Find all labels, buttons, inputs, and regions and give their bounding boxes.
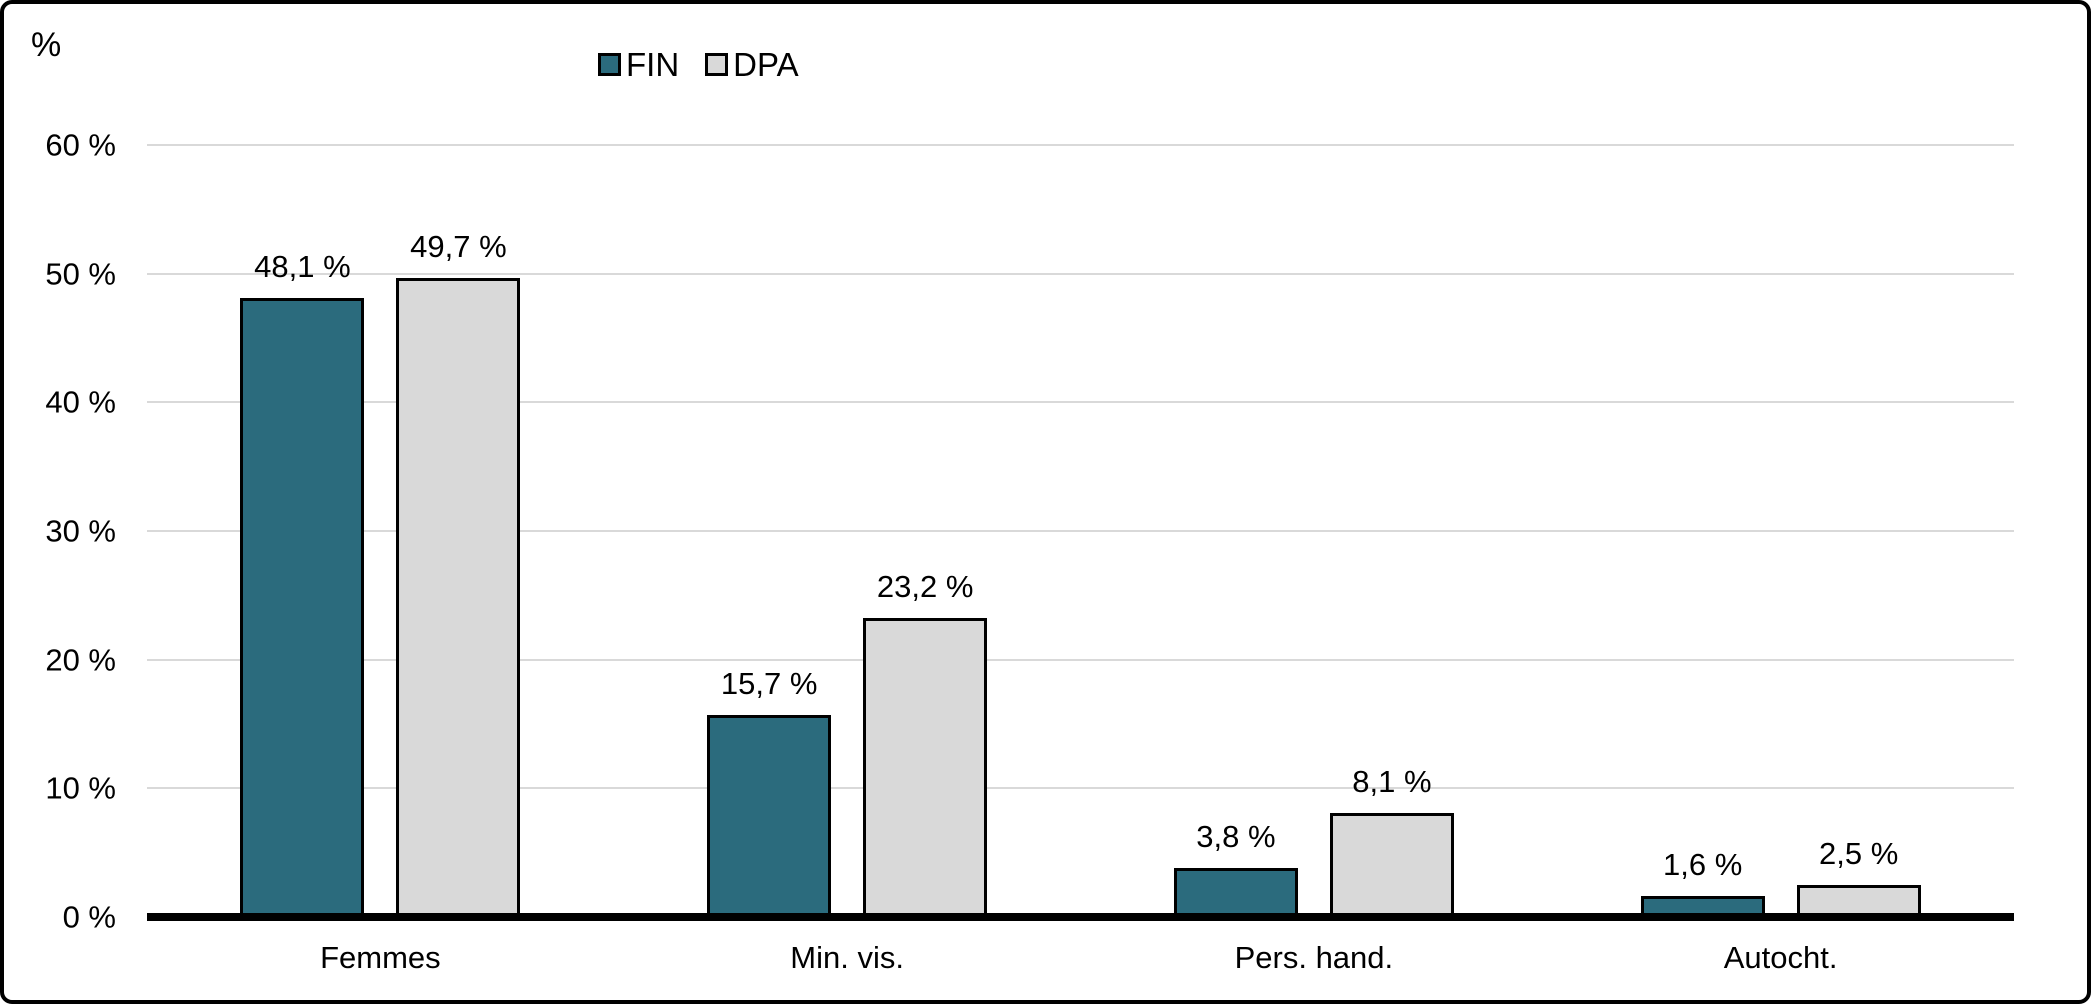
legend: FIN DPA [598,48,799,81]
value-label-dpa-pers-hand: 8,1 % [1352,764,1432,799]
bar-dpa-min-vis [863,618,988,917]
gridline-40 [147,401,2014,404]
gridline-10 [147,787,2014,790]
y-tick-label-30: 30 % [45,513,116,549]
bar-dpa-autocht [1796,885,1921,917]
gridline-20 [147,658,2014,661]
bar-dpa-femmes [396,278,521,917]
bar-dpa-pers-hand [1329,813,1454,917]
x-tick-label-autocht: Autocht. [1723,940,1838,975]
value-label-fin-autocht: 1,6 % [1662,847,1743,882]
y-tick-label-20: 20 % [45,642,116,678]
value-label-fin-pers-hand: 3,8 % [1196,819,1276,854]
y-tick-label-40: 40 % [45,384,116,420]
legend-swatch-dpa-icon [705,53,729,76]
y-axis-title: % [31,26,62,64]
value-label-fin-min-vis: 15,7 % [720,666,818,701]
plot-area: 48,1 % 49,7 % 15,7 % 23,2 % 3,8 % 8,1 % 1,6 % 2… [147,144,2014,921]
value-label-dpa-autocht: 2,5 % [1818,836,1899,871]
legend-item-dpa: DPA [705,46,799,83]
gridline-30 [147,530,2014,532]
gridline-60 [147,144,2014,146]
legend-item-fin: FIN [598,48,679,81]
x-tick-label-pers-hand: Pers. hand. [1234,940,1394,975]
gridline-50 [147,272,2014,275]
bar-fin-femmes [240,298,365,917]
value-label-dpa-femmes: 49,7 % [410,229,507,264]
bar-fin-pers-hand [1173,868,1298,917]
y-tick-label-10: 10 % [45,770,116,806]
legend-label-dpa: DPA [733,46,799,83]
legend-swatch-fin-icon [598,53,621,76]
value-label-dpa-min-vis: 23,2 % [876,569,974,604]
bar-fin-min-vis [707,715,832,917]
legend-label-fin: FIN [626,46,680,83]
y-tick-label-60: 60 % [45,127,116,163]
x-tick-label-min-vis: Min. vis. [790,940,904,975]
value-label-fin-femmes: 48,1 % [254,249,351,284]
x-tick-label-femmes: Femmes [320,940,441,975]
x-axis-line [147,913,2014,921]
y-tick-label-50: 50 % [45,256,116,292]
y-tick-label-0: 0 % [62,899,116,935]
